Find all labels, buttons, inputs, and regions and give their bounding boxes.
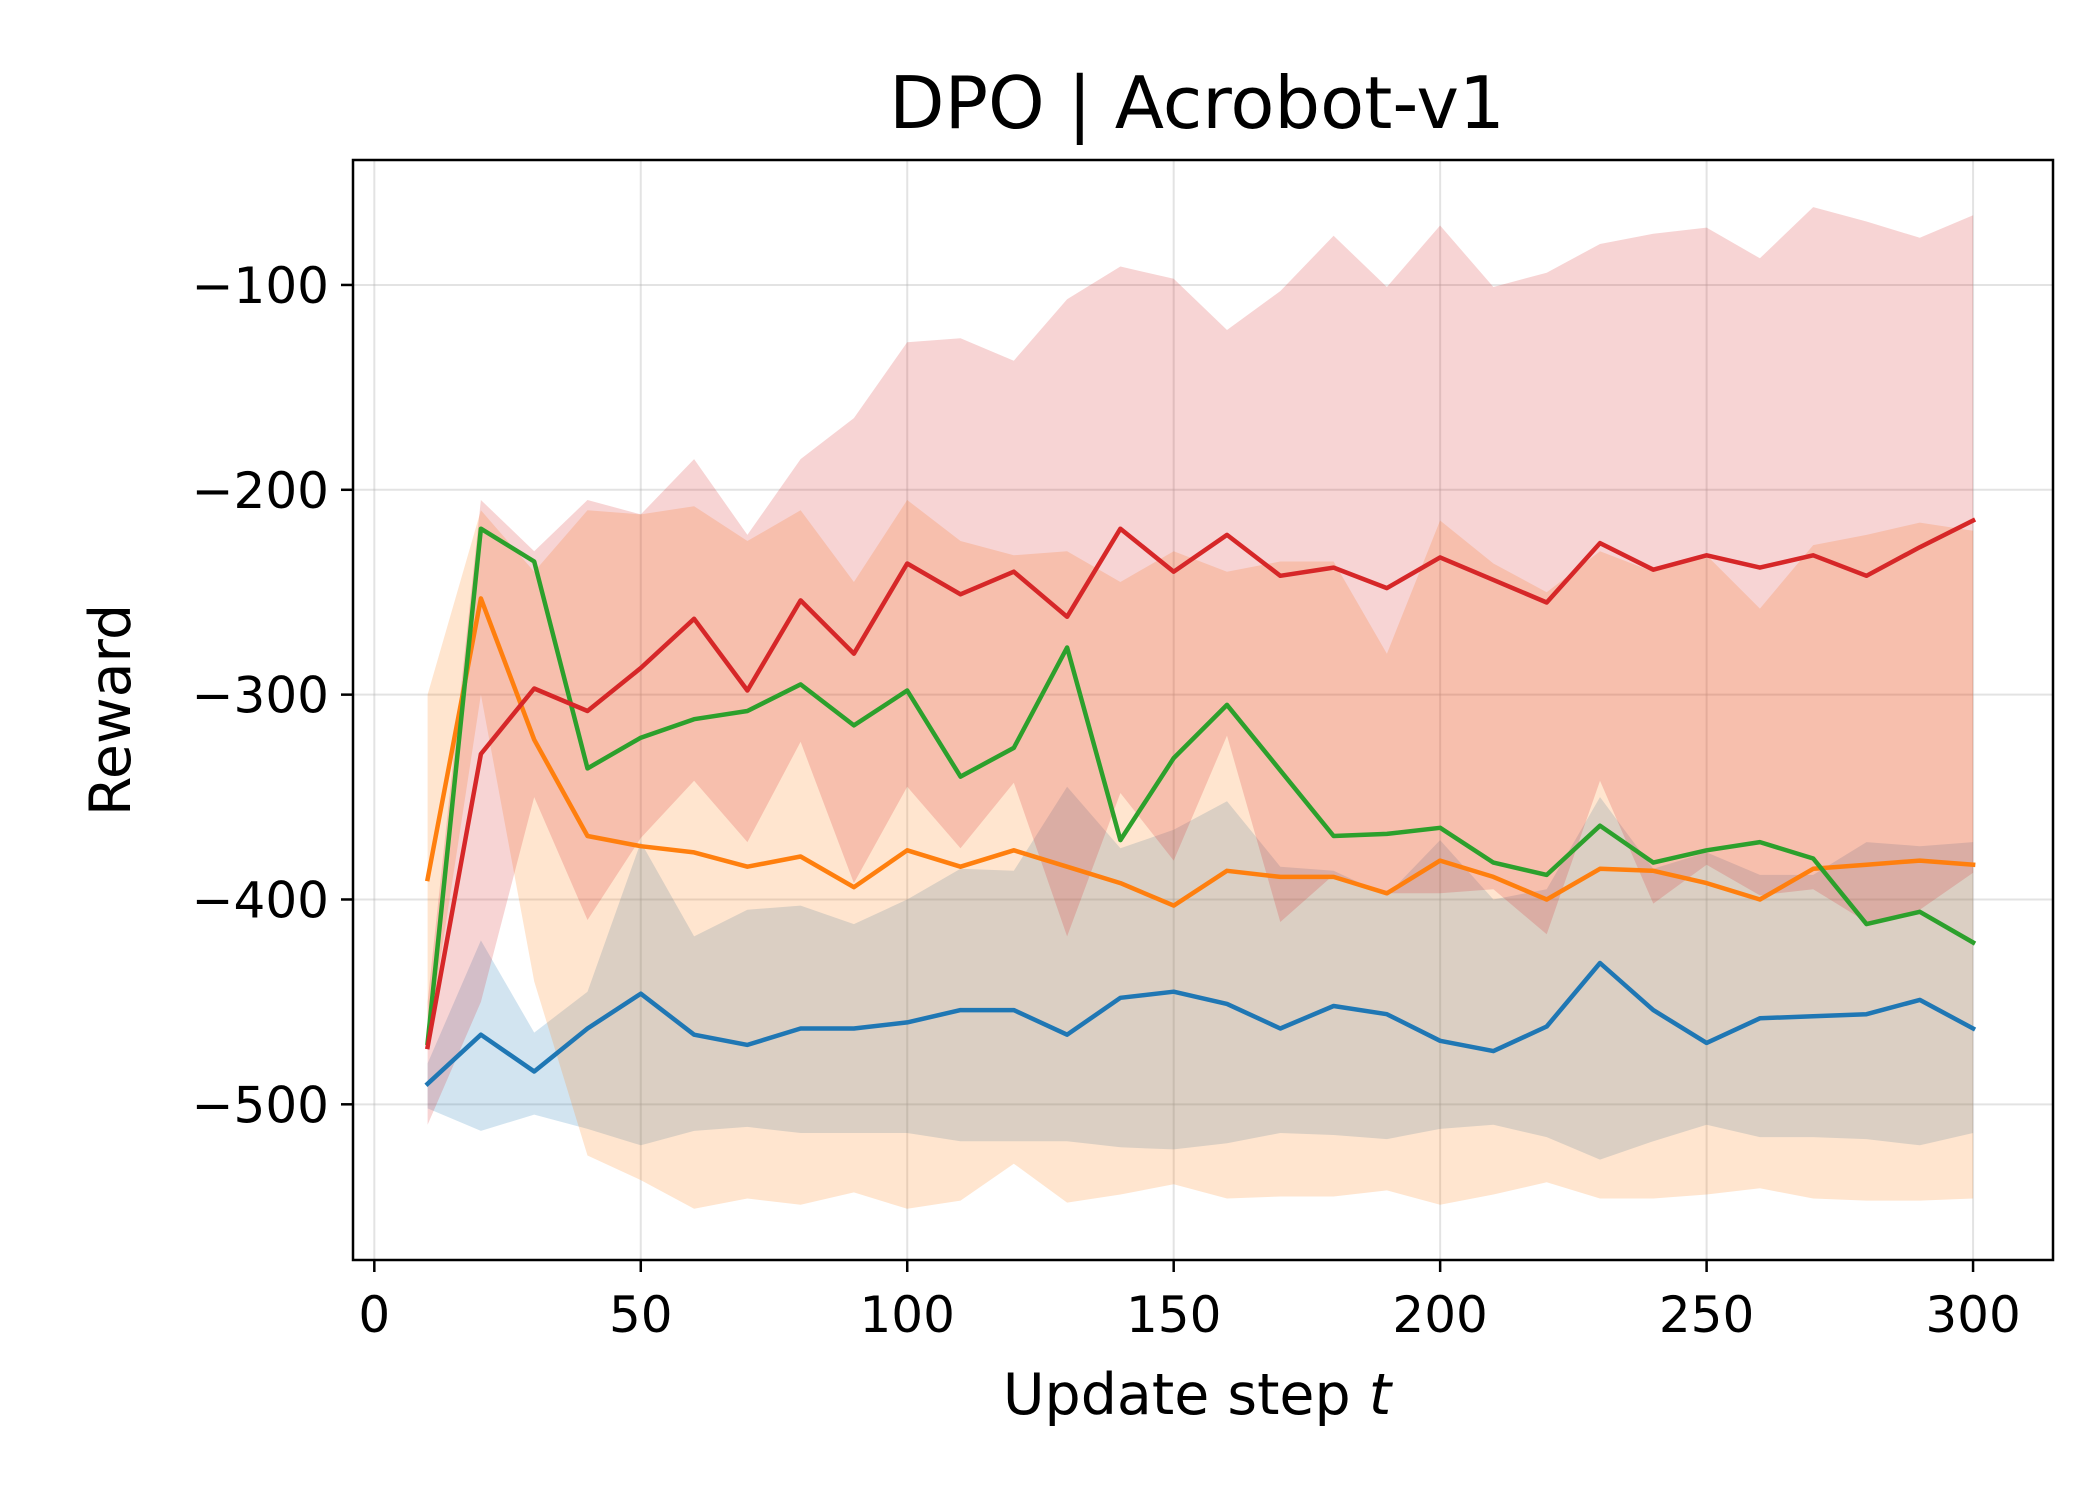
plot-frame [351, 158, 2055, 1262]
x-axis-label-var: t [1369, 1362, 1394, 1428]
chart-title: DPO | Acrobot-v1 [889, 61, 1505, 146]
x-tick-label: 100 [860, 1286, 955, 1344]
series-3-band [427, 207, 1974, 1125]
confidence-bands [427, 207, 1974, 1209]
series-1-line [424, 596, 1976, 908]
y-tick-label: −200 [192, 462, 329, 520]
x-axis-label: Update step t [1003, 1362, 1394, 1428]
series-1-band [427, 500, 1974, 1209]
axis-ticks: 0 50 100 150 200 250 300 −500 −400 −300 −200 −100 [192, 257, 2021, 1344]
x-tick-label: 50 [609, 1286, 673, 1344]
series-0-line [424, 960, 1977, 1087]
series-2-line [425, 526, 1977, 1046]
grid [353, 160, 2053, 1260]
x-tick-label: 200 [1392, 1286, 1487, 1344]
x-tick-label: 300 [1925, 1286, 2020, 1344]
y-tick-label: −500 [192, 1076, 329, 1134]
y-tick-label: −400 [192, 871, 329, 929]
y-axis-label: Reward [78, 604, 144, 816]
x-tick-label: 250 [1659, 1286, 1754, 1344]
series-0-band [427, 786, 1974, 1160]
y-tick-label: −100 [192, 257, 329, 315]
x-axis-label-text: Update step [1003, 1362, 1351, 1428]
series-lines [424, 517, 1977, 1087]
x-tick-label: 150 [1126, 1286, 1221, 1344]
y-tick-label: −300 [192, 667, 329, 725]
x-tick-label: 0 [358, 1286, 390, 1344]
series-3-line [424, 517, 1977, 1050]
